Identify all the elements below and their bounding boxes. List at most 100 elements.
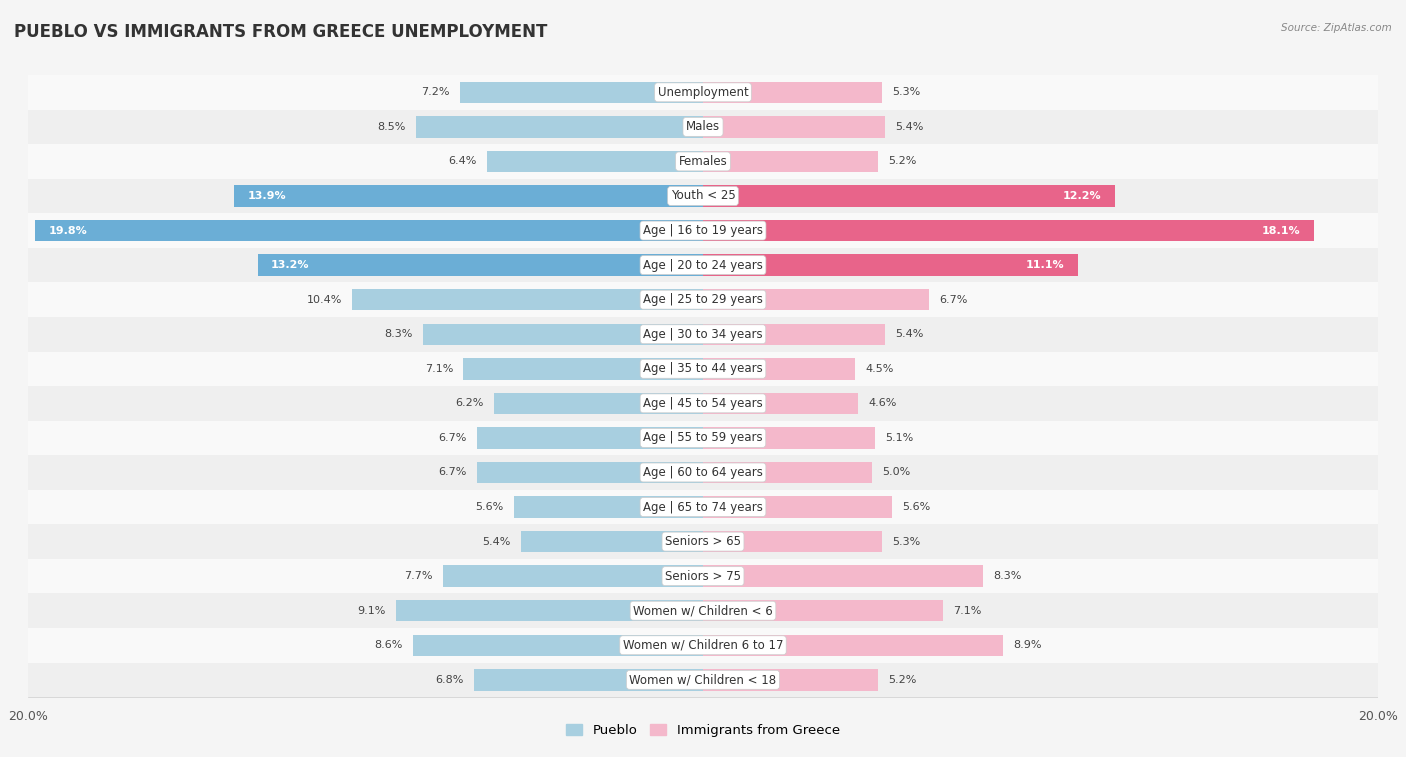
Bar (464, 358, 703, 379)
Text: PUEBLO VS IMMIGRANTS FROM GREECE UNEMPLOYMENT: PUEBLO VS IMMIGRANTS FROM GREECE UNEMPLO… (14, 23, 547, 41)
Bar (486, 151, 703, 172)
Bar (28, 317, 1378, 351)
Bar (28, 525, 1378, 559)
Text: Age | 25 to 29 years: Age | 25 to 29 years (643, 293, 763, 306)
Text: Age | 30 to 34 years: Age | 30 to 34 years (643, 328, 763, 341)
Bar (703, 531, 882, 553)
Legend: Pueblo, Immigrants from Greece: Pueblo, Immigrants from Greece (561, 718, 845, 742)
Bar (703, 565, 983, 587)
Bar (233, 185, 703, 207)
Bar (28, 144, 1378, 179)
Bar (703, 462, 872, 483)
Text: 5.2%: 5.2% (889, 157, 917, 167)
Text: 8.3%: 8.3% (384, 329, 413, 339)
Bar (28, 282, 1378, 317)
Bar (703, 393, 858, 414)
Text: 11.1%: 11.1% (1025, 260, 1064, 270)
Text: 13.2%: 13.2% (271, 260, 309, 270)
Bar (477, 427, 703, 449)
Bar (494, 393, 703, 414)
Text: Source: ZipAtlas.com: Source: ZipAtlas.com (1281, 23, 1392, 33)
Text: 7.2%: 7.2% (422, 87, 450, 98)
Text: 18.1%: 18.1% (1261, 226, 1301, 235)
Bar (28, 455, 1378, 490)
Text: Age | 55 to 59 years: Age | 55 to 59 years (643, 431, 763, 444)
Bar (28, 351, 1378, 386)
Text: Women w/ Children 6 to 17: Women w/ Children 6 to 17 (623, 639, 783, 652)
Text: 4.6%: 4.6% (869, 398, 897, 408)
Bar (28, 248, 1378, 282)
Bar (396, 600, 703, 621)
Text: 7.1%: 7.1% (425, 364, 453, 374)
Bar (28, 213, 1378, 248)
Bar (703, 427, 875, 449)
Text: 7.7%: 7.7% (405, 571, 433, 581)
Bar (443, 565, 703, 587)
Text: Age | 65 to 74 years: Age | 65 to 74 years (643, 500, 763, 513)
Text: 6.2%: 6.2% (456, 398, 484, 408)
Bar (703, 358, 855, 379)
Bar (28, 559, 1378, 593)
Text: 12.2%: 12.2% (1063, 191, 1101, 201)
Bar (703, 634, 1004, 656)
Text: 5.6%: 5.6% (903, 502, 931, 512)
Bar (515, 497, 703, 518)
Bar (413, 634, 703, 656)
Bar (703, 669, 879, 690)
Text: 5.6%: 5.6% (475, 502, 503, 512)
Text: 6.7%: 6.7% (439, 433, 467, 443)
Bar (28, 179, 1378, 213)
Bar (28, 593, 1378, 628)
Bar (28, 75, 1378, 110)
Bar (352, 289, 703, 310)
Text: 8.3%: 8.3% (993, 571, 1022, 581)
Bar (703, 497, 891, 518)
Text: Women w/ Children < 18: Women w/ Children < 18 (630, 673, 776, 687)
Text: Age | 45 to 54 years: Age | 45 to 54 years (643, 397, 763, 410)
Bar (703, 600, 942, 621)
Text: Age | 60 to 64 years: Age | 60 to 64 years (643, 466, 763, 479)
Bar (28, 628, 1378, 662)
Text: Youth < 25: Youth < 25 (671, 189, 735, 202)
Text: 6.7%: 6.7% (939, 294, 967, 304)
Bar (520, 531, 703, 553)
Text: 5.4%: 5.4% (482, 537, 510, 547)
Text: 6.4%: 6.4% (449, 157, 477, 167)
Text: Seniors > 75: Seniors > 75 (665, 570, 741, 583)
Text: Age | 20 to 24 years: Age | 20 to 24 years (643, 259, 763, 272)
Bar (28, 386, 1378, 421)
Text: 4.5%: 4.5% (865, 364, 893, 374)
Text: 5.4%: 5.4% (896, 329, 924, 339)
Text: 8.9%: 8.9% (1014, 640, 1042, 650)
Text: Males: Males (686, 120, 720, 133)
Text: 13.9%: 13.9% (247, 191, 285, 201)
Bar (35, 220, 703, 241)
Text: 5.0%: 5.0% (882, 468, 910, 478)
Text: 6.7%: 6.7% (439, 468, 467, 478)
Text: Seniors > 65: Seniors > 65 (665, 535, 741, 548)
Bar (703, 185, 1115, 207)
Text: 5.3%: 5.3% (891, 537, 920, 547)
Bar (28, 110, 1378, 144)
Text: Age | 16 to 19 years: Age | 16 to 19 years (643, 224, 763, 237)
Bar (460, 82, 703, 103)
Bar (416, 116, 703, 138)
Bar (703, 254, 1077, 276)
Text: Age | 35 to 44 years: Age | 35 to 44 years (643, 363, 763, 375)
Text: 5.2%: 5.2% (889, 674, 917, 685)
Text: Women w/ Children < 6: Women w/ Children < 6 (633, 604, 773, 617)
Text: Females: Females (679, 155, 727, 168)
Bar (28, 421, 1378, 455)
Bar (703, 82, 882, 103)
Text: 7.1%: 7.1% (953, 606, 981, 615)
Bar (703, 289, 929, 310)
Text: 5.3%: 5.3% (891, 87, 920, 98)
Bar (477, 462, 703, 483)
Bar (703, 323, 886, 345)
Bar (474, 669, 703, 690)
Text: 8.5%: 8.5% (378, 122, 406, 132)
Bar (703, 116, 886, 138)
Text: 5.4%: 5.4% (896, 122, 924, 132)
Bar (703, 220, 1313, 241)
Text: 8.6%: 8.6% (374, 640, 402, 650)
